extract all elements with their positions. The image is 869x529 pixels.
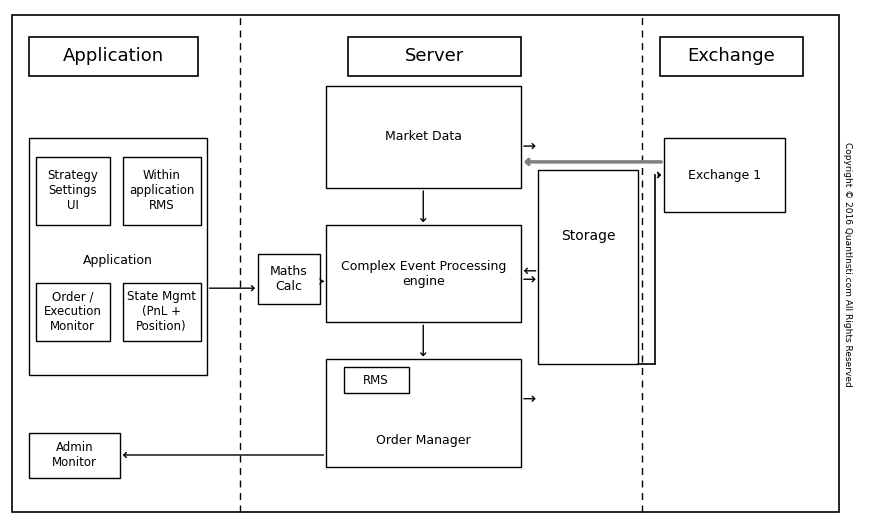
Text: Within
application
RMS: Within application RMS: [129, 169, 195, 212]
Bar: [539, 170, 638, 364]
Bar: [36, 283, 109, 341]
Text: Storage: Storage: [561, 229, 615, 243]
Text: Maths
Calc: Maths Calc: [270, 265, 308, 293]
Text: Server: Server: [405, 48, 464, 66]
Bar: [326, 225, 521, 322]
Text: Order /
Execution
Monitor: Order / Execution Monitor: [44, 290, 102, 333]
Text: State Mgmt
(PnL +
Position): State Mgmt (PnL + Position): [127, 290, 196, 333]
Bar: [29, 138, 207, 375]
Text: RMS: RMS: [363, 374, 388, 387]
Text: Application: Application: [83, 254, 153, 267]
Bar: [343, 367, 408, 394]
Bar: [123, 283, 201, 341]
Bar: [29, 433, 120, 478]
Text: Order Manager: Order Manager: [376, 434, 470, 448]
Bar: [660, 37, 803, 76]
Bar: [29, 37, 198, 76]
Text: Application: Application: [63, 48, 164, 66]
Text: Complex Event Processing
engine: Complex Event Processing engine: [341, 260, 507, 288]
Bar: [36, 157, 109, 225]
Text: Admin
Monitor: Admin Monitor: [52, 441, 97, 469]
Text: Exchange 1: Exchange 1: [688, 169, 761, 181]
Bar: [664, 138, 786, 212]
Text: Market Data: Market Data: [385, 130, 462, 143]
Bar: [258, 254, 320, 304]
Bar: [326, 86, 521, 188]
Bar: [123, 157, 201, 225]
Text: Exchange: Exchange: [687, 48, 775, 66]
Bar: [326, 359, 521, 467]
Text: Strategy
Settings
UI: Strategy Settings UI: [48, 169, 98, 212]
Bar: [348, 37, 521, 76]
Text: Copyright © 2016 QuantInsti.com All Rights Reserved: Copyright © 2016 QuantInsti.com All Righ…: [843, 142, 852, 387]
